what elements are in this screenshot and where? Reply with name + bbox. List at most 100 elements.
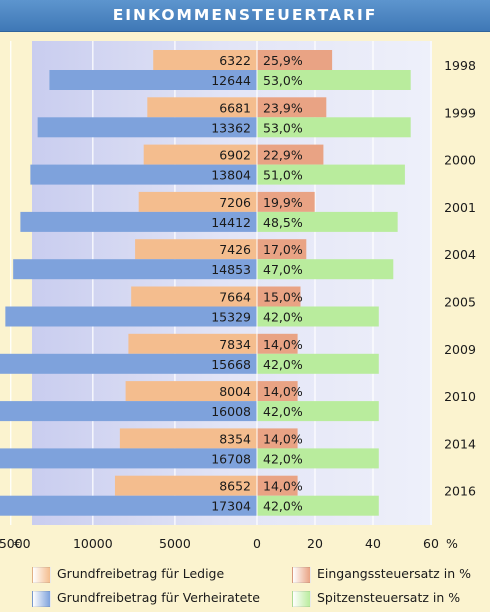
legend-swatch — [32, 567, 51, 583]
bar-eingang-2001 — [257, 191, 315, 212]
bar-ledige-2009 — [128, 333, 257, 354]
label-spitzen-2009: 42,0% — [263, 357, 303, 372]
legend-swatch — [292, 591, 311, 607]
year-label-2010: 2010 — [444, 389, 476, 404]
bar-spitzen-2010 — [257, 401, 379, 422]
label-eingang-2014: 14,0% — [263, 431, 303, 446]
bar-verheiratete-1998 — [49, 70, 257, 90]
label-spitzen-2005: 42,0% — [263, 310, 303, 325]
bar-spitzen-2000 — [257, 164, 405, 185]
bar-eingang-2000 — [257, 144, 324, 165]
legend-label: Spitzensteuersatz in % — [317, 590, 461, 605]
label-eingang-2016: 14,0% — [263, 479, 303, 494]
label-spitzen-2000: 51,0% — [263, 168, 303, 183]
legend-swatch — [32, 591, 51, 607]
bar-verheiratete-2009 — [0, 353, 258, 374]
tick-euro-0: 0 — [253, 536, 261, 551]
year-label-2016: 2016 — [444, 484, 476, 499]
label-ledige-2010: 8004 — [219, 384, 251, 399]
year-label-1998: 1998 — [444, 58, 476, 73]
label-ledige-2014: 8354 — [219, 431, 251, 446]
label-verheiratete-2001: 14412 — [211, 215, 251, 230]
axis-unit-euro: € — [14, 536, 22, 551]
bar-ledige-2004 — [135, 239, 257, 260]
label-ledige-1998: 6322 — [219, 53, 251, 68]
bar-ledige-2016 — [114, 475, 257, 496]
tick-euro-5000: 5000 — [159, 536, 191, 551]
bar-ledige-2005 — [131, 286, 257, 307]
label-ledige-2005: 7664 — [219, 290, 251, 305]
bar-ledige-1999 — [147, 97, 257, 118]
label-spitzen-2016: 42,0% — [263, 499, 303, 514]
bar-spitzen-1998 — [257, 70, 411, 90]
label-eingang-2000: 22,9% — [263, 148, 303, 163]
label-eingang-2005: 15,0% — [263, 290, 303, 305]
label-spitzen-2014: 42,0% — [263, 451, 303, 466]
label-ledige-2001: 7206 — [219, 195, 251, 210]
legend-label: Grundfreibetrag für Verheiratete — [57, 590, 260, 605]
bar-spitzen-2009 — [257, 353, 379, 374]
bar-eingang-1999 — [257, 97, 327, 118]
year-label-2001: 2001 — [444, 200, 476, 215]
bar-spitzen-2001 — [257, 211, 398, 232]
bar-verheiratete-2010 — [0, 401, 258, 422]
axis-unit-percent: % — [446, 536, 458, 551]
bar-ledige-1998 — [153, 50, 257, 70]
label-ledige-2004: 7426 — [219, 242, 251, 257]
label-spitzen-1999: 53,0% — [263, 120, 303, 135]
legend-label: Grundfreibetrag für Ledige — [57, 566, 225, 581]
tick-pct-40: 40 — [365, 536, 381, 551]
label-verheiratete-2016: 17304 — [211, 499, 251, 514]
label-eingang-1998: 25,9% — [263, 53, 303, 68]
bar-verheiratete-2016 — [0, 495, 258, 516]
legend-swatch — [292, 567, 311, 583]
tick-pct-60: 60 — [423, 536, 439, 551]
bar-spitzen-2014 — [257, 448, 379, 469]
label-eingang-2001: 19,9% — [263, 195, 303, 210]
year-label-2009: 2009 — [444, 342, 476, 357]
label-verheiratete-1999: 13362 — [211, 120, 251, 135]
bar-eingang-2014 — [257, 428, 298, 449]
label-ledige-2000: 6902 — [219, 148, 251, 163]
label-spitzen-1998: 53,0% — [263, 73, 303, 88]
bar-eingang-2009 — [257, 333, 298, 354]
year-label-2014: 2014 — [444, 436, 476, 451]
bar-eingang-2010 — [257, 381, 298, 402]
year-label-2004: 2004 — [444, 247, 476, 262]
label-spitzen-2001: 48,5% — [263, 215, 303, 230]
bar-verheiratete-2000 — [30, 164, 257, 185]
bar-verheiratete-2005 — [5, 306, 257, 327]
label-verheiratete-2009: 15668 — [211, 357, 251, 372]
bar-spitzen-2005 — [257, 306, 379, 327]
bar-eingang-2004 — [257, 239, 307, 260]
label-verheiratete-2014: 16708 — [211, 451, 251, 466]
bar-spitzen-1999 — [257, 117, 411, 138]
label-verheiratete-2004: 14853 — [211, 262, 251, 277]
label-ledige-2009: 7834 — [219, 337, 251, 352]
label-verheiratete-2000: 13804 — [211, 168, 251, 183]
legend-label: Eingangssteuersatz in % — [317, 566, 471, 581]
label-verheiratete-2005: 15329 — [211, 310, 251, 325]
year-label-2000: 2000 — [444, 153, 476, 168]
label-ledige-2016: 8652 — [219, 479, 251, 494]
chart-title: EINKOMMENSTEUERTARIF — [112, 6, 378, 24]
bar-ledige-2000 — [143, 144, 257, 165]
bar-eingang-1998 — [257, 50, 333, 70]
title-bar — [0, 0, 490, 32]
year-label-1999: 1999 — [444, 105, 476, 120]
tick-pct-20: 20 — [307, 536, 323, 551]
label-verheiratete-2010: 16008 — [211, 404, 251, 419]
label-verheiratete-1998: 12644 — [211, 73, 251, 88]
label-eingang-2009: 14,0% — [263, 337, 303, 352]
tick-euro-15000: 15000 — [0, 536, 31, 551]
label-eingang-2004: 17,0% — [263, 242, 303, 257]
bar-ledige-2010 — [125, 381, 257, 402]
bar-spitzen-2016 — [257, 495, 379, 516]
label-eingang-1999: 23,9% — [263, 100, 303, 115]
label-spitzen-2004: 47,0% — [263, 262, 303, 277]
tick-euro-10000: 10000 — [73, 536, 113, 551]
bar-eingang-2005 — [257, 286, 301, 307]
year-label-2005: 2005 — [444, 295, 476, 310]
bar-verheiratete-2001 — [20, 211, 257, 232]
